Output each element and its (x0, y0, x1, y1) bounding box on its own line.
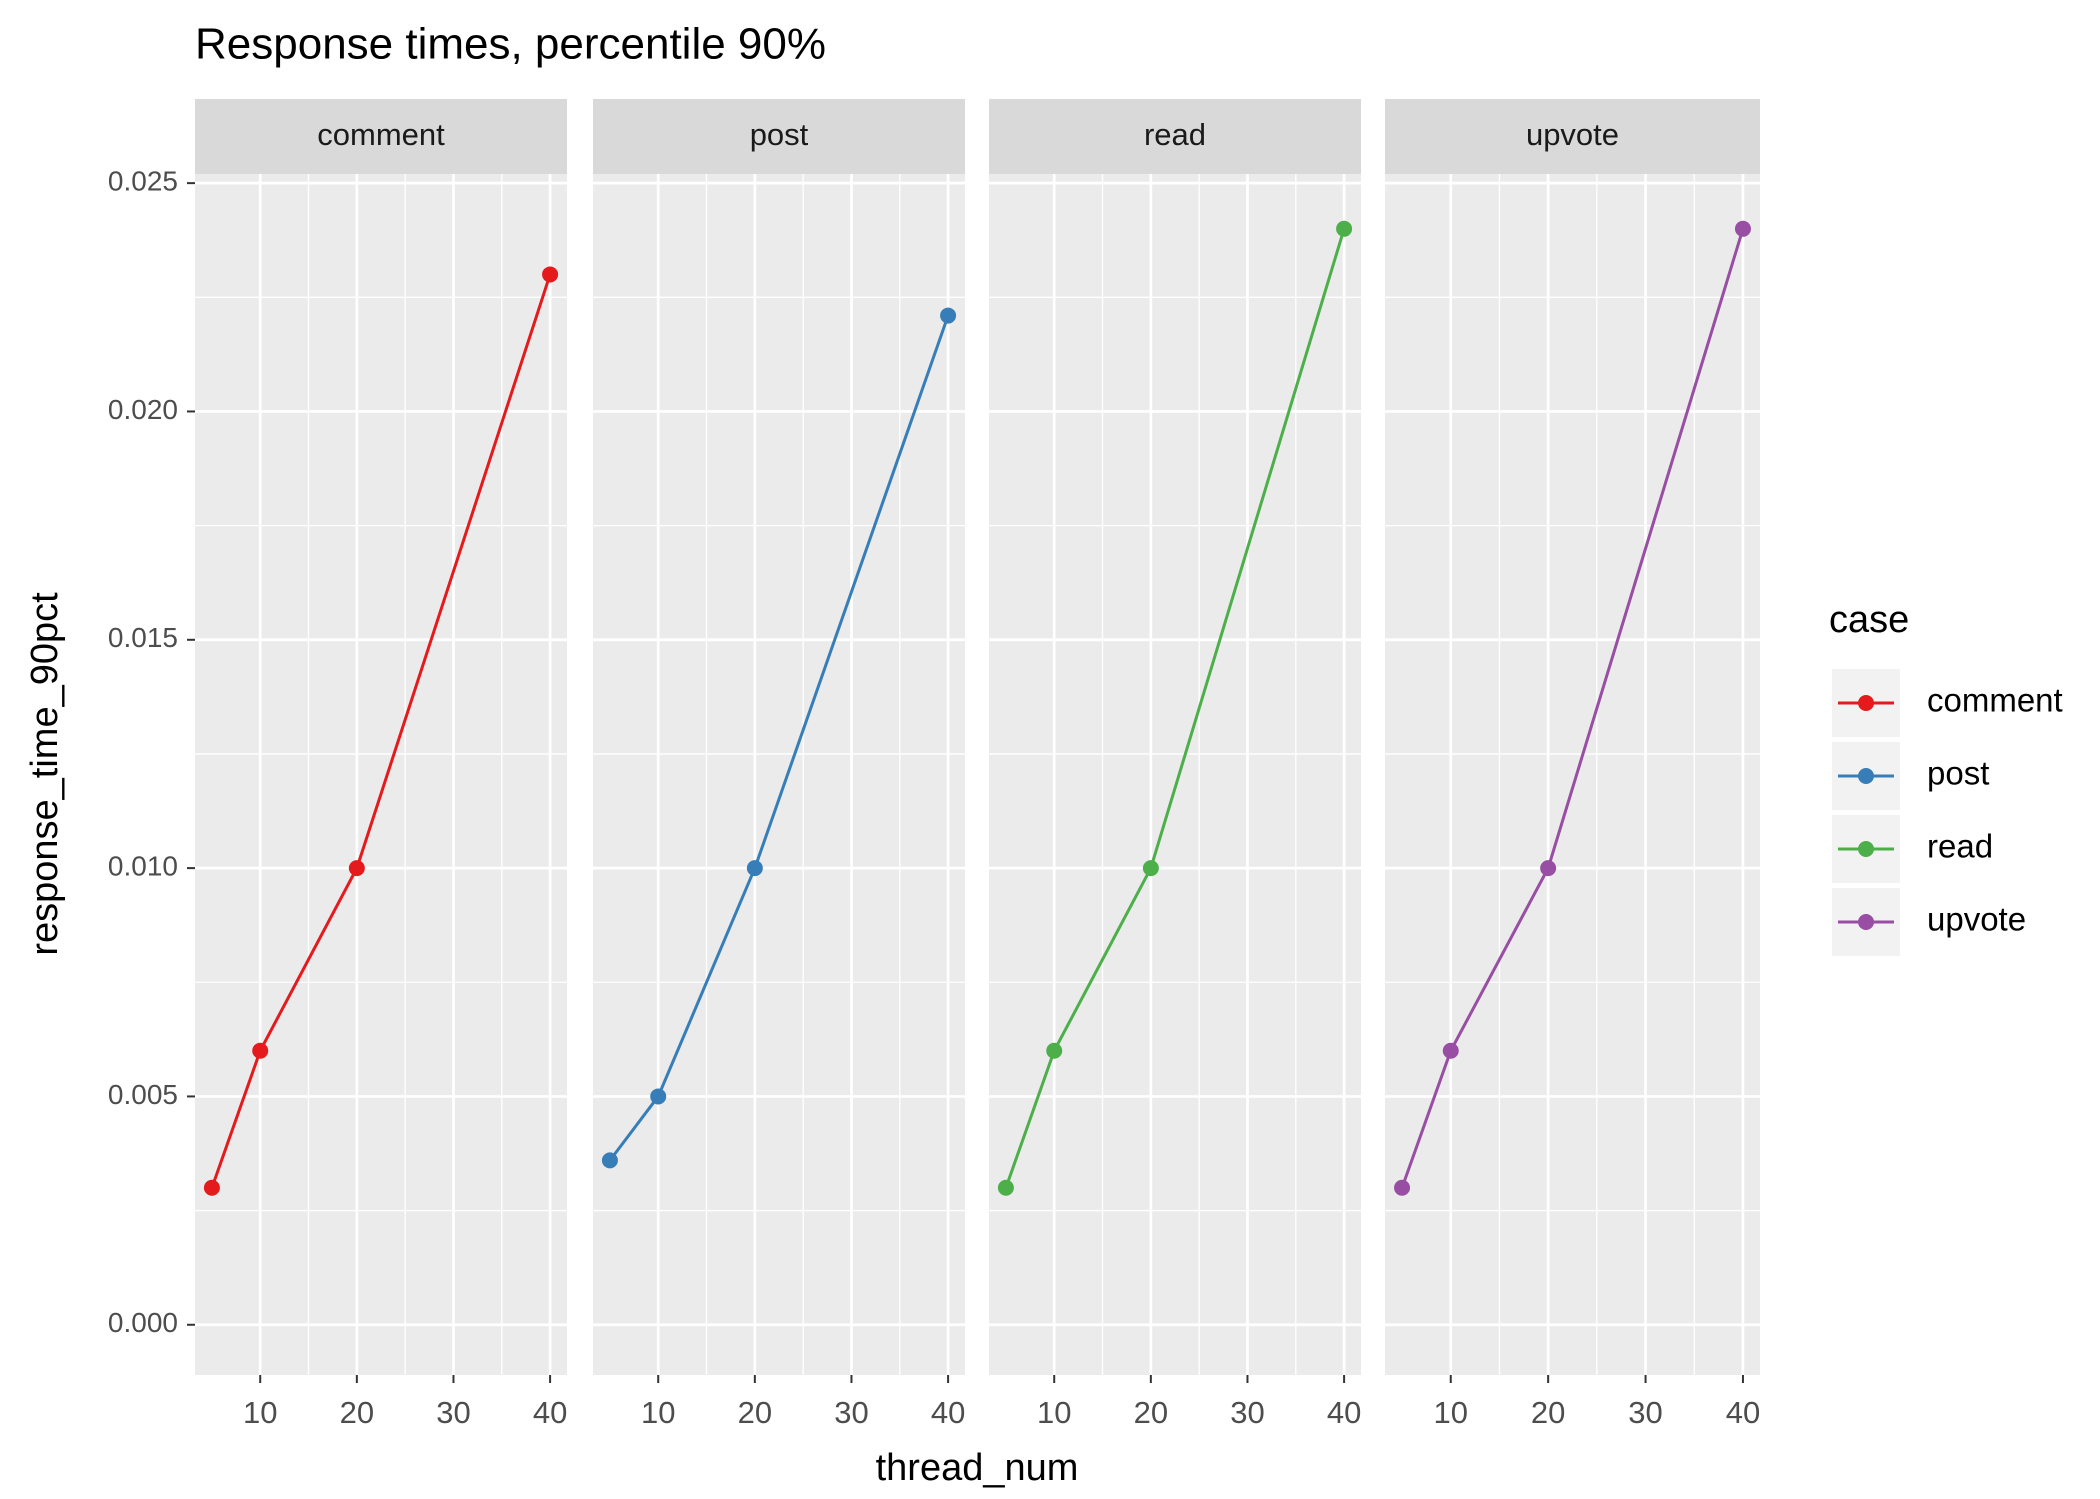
legend-label: upvote (1927, 901, 2026, 938)
point (746, 860, 763, 877)
facet-strip (1385, 99, 1760, 174)
legend-title: case (1829, 599, 1909, 641)
facet-label: read (1144, 117, 1206, 152)
x-tick-label: 10 (641, 1395, 675, 1430)
x-tick-label: 30 (436, 1395, 470, 1430)
line (1004, 228, 1346, 1189)
point (252, 1042, 269, 1059)
point (203, 1179, 220, 1196)
point (348, 860, 365, 877)
point (1540, 860, 1557, 877)
point (650, 1088, 667, 1105)
facet-label: comment (317, 117, 445, 152)
point (542, 266, 559, 283)
line (608, 315, 950, 1162)
legend-point (1858, 768, 1874, 784)
facet-strip (593, 99, 965, 174)
line (210, 273, 552, 1189)
x-tick-label: 20 (738, 1395, 772, 1430)
x-tick-label: 30 (1230, 1395, 1264, 1430)
point (1442, 1042, 1459, 1059)
y-tick-label: 0.010 (108, 851, 178, 882)
panel-background (593, 174, 965, 1375)
point (1336, 220, 1353, 237)
y-axis-label: response_time_90pct (24, 592, 66, 956)
x-tick-label: 10 (243, 1395, 277, 1430)
x-tick-label: 40 (931, 1395, 965, 1430)
point (601, 1152, 618, 1169)
y-tick-label: 0.005 (108, 1079, 178, 1110)
point (997, 1179, 1014, 1196)
point (1142, 860, 1159, 877)
x-tick-label: 20 (340, 1395, 374, 1430)
x-tick-label: 40 (1327, 1395, 1361, 1430)
x-tick-label: 30 (1628, 1395, 1662, 1430)
legend-point (1858, 841, 1874, 857)
y-tick-label: 0.020 (108, 394, 178, 425)
legend-point (1858, 914, 1874, 930)
x-tick-label: 10 (1434, 1395, 1468, 1430)
facet-label: upvote (1526, 117, 1619, 152)
x-tick-label: 20 (1531, 1395, 1565, 1430)
legend-label: post (1927, 755, 1989, 792)
x-tick-label: 30 (834, 1395, 868, 1430)
legend-label: comment (1927, 682, 2063, 719)
x-axis-label: thread_num (876, 1447, 1079, 1489)
x-tick-label: 20 (1134, 1395, 1168, 1430)
y-tick-label: 0.015 (108, 622, 178, 653)
x-tick-label: 40 (533, 1395, 567, 1430)
facet-strip (989, 99, 1361, 174)
panel-background (195, 174, 567, 1375)
legend-point (1858, 695, 1874, 711)
facet-label: post (750, 117, 809, 152)
point (1046, 1042, 1063, 1059)
x-tick-label: 10 (1037, 1395, 1071, 1430)
point (940, 307, 957, 324)
y-tick-label: 0.000 (108, 1307, 178, 1338)
chart-title: Response times, percentile 90% (195, 20, 826, 69)
point (1734, 220, 1751, 237)
line (1400, 228, 1745, 1189)
legend-label: read (1927, 828, 1993, 865)
x-tick-label: 40 (1726, 1395, 1760, 1430)
y-tick-label: 0.025 (108, 166, 178, 197)
facet-strip (195, 99, 567, 174)
point (1394, 1179, 1411, 1196)
